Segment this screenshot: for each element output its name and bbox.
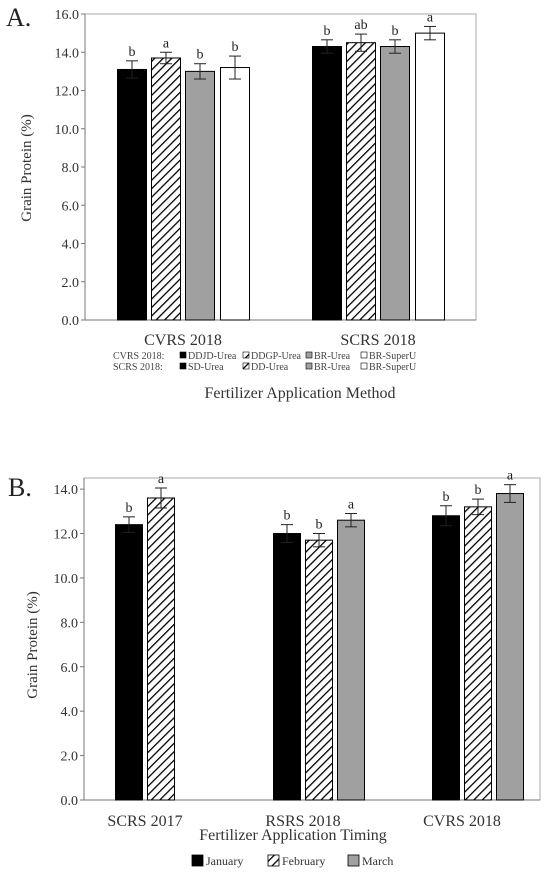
- legend-item: February: [282, 854, 325, 868]
- panel-a-xlabel: Fertilizer Application Method: [204, 385, 395, 402]
- panel-a-plot: 0.0 2.0 4.0 6.0 8.0 10.0 12.0 14.0 16.0 CVRS 2018…: [55, 8, 477, 373]
- x-category-label: SCRS 2017: [107, 813, 182, 830]
- significance-letter: b: [324, 24, 331, 39]
- bar: [185, 70, 215, 321]
- significance-letter: b: [316, 518, 323, 533]
- panel-b-xlabel: Fertilizer Application Timing: [199, 827, 387, 844]
- significance-letter: b: [475, 483, 482, 498]
- bar: [305, 539, 333, 801]
- bar: [151, 57, 181, 321]
- bar: [346, 42, 376, 321]
- significance-letter: a: [507, 469, 514, 484]
- bar: [115, 524, 143, 801]
- legend-swatch: [347, 854, 360, 867]
- x-category-label: RSRS 2018: [265, 813, 340, 830]
- x-category-label: SCRS 2018: [340, 332, 415, 349]
- legend-item: DD-Urea: [251, 362, 289, 373]
- bar: [337, 519, 365, 801]
- legend-item: BR-SuperU: [369, 362, 417, 373]
- significance-letter: b: [129, 45, 136, 60]
- y-tick-label: 4.0: [62, 238, 80, 253]
- y-tick-label: 10.0: [54, 572, 79, 587]
- y-tick-label: 0.0: [62, 314, 80, 329]
- bar: [496, 493, 524, 801]
- significance-letter: b: [443, 490, 450, 505]
- significance-letter: b: [126, 501, 133, 516]
- y-tick-label: 16.0: [55, 8, 80, 23]
- legend-swatch: [191, 854, 204, 867]
- panel-b-plot: 0.0 2.0 4.0 6.0 8.0 10.0 12.0 14.0 SCRS 2017 b a RS…: [54, 469, 541, 868]
- y-tick-label: 8.0: [62, 161, 80, 176]
- legend-item: DDJD-Urea: [188, 351, 237, 362]
- x-category-label: CVRS 2018: [144, 332, 222, 349]
- legend-swatch: [305, 362, 313, 370]
- legend-item: January: [206, 854, 243, 868]
- legend-swatch: [242, 362, 250, 370]
- significance-letter: a: [163, 36, 170, 51]
- panel-a-ylabel: Grain Protein (%): [19, 114, 35, 221]
- legend-row-label: SCRS 2018:: [113, 362, 163, 373]
- bar: [415, 32, 445, 321]
- bar: [312, 46, 342, 321]
- bar: [220, 67, 250, 321]
- significance-letter: b: [284, 509, 291, 524]
- y-tick-label: 8.0: [61, 616, 79, 631]
- y-tick-label: 14.0: [55, 46, 80, 61]
- panel-a-label: A.: [6, 3, 31, 32]
- legend-item: DDGP-Urea: [251, 351, 302, 362]
- legend-swatch: [267, 854, 280, 867]
- y-tick-label: 14.0: [54, 483, 79, 498]
- y-tick-label: 4.0: [61, 705, 79, 720]
- legend-swatch: [360, 362, 368, 370]
- significance-letter: a: [158, 472, 165, 487]
- bar: [117, 68, 147, 321]
- legend-swatch: [179, 351, 187, 359]
- y-tick-label: 6.0: [62, 199, 80, 214]
- x-category-label: CVRS 2018: [423, 813, 501, 830]
- panel-b-label: B.: [8, 473, 32, 502]
- bar: [432, 515, 460, 801]
- significance-letter: b: [197, 48, 204, 63]
- legend-item: BR-Urea: [314, 351, 351, 362]
- legend-swatch: [360, 351, 368, 359]
- significance-letter: b: [232, 40, 239, 55]
- legend-item: BR-SuperU: [369, 351, 417, 362]
- significance-letter: a: [348, 498, 355, 513]
- y-tick-label: 12.0: [55, 85, 80, 100]
- y-tick-label: 2.0: [62, 276, 80, 291]
- y-tick-label: 2.0: [61, 750, 79, 765]
- legend-swatch: [179, 362, 187, 370]
- bar: [464, 506, 492, 801]
- bar: [273, 533, 301, 801]
- panel-b-ylabel: Grain Protein (%): [25, 591, 41, 698]
- legend-swatch: [305, 351, 313, 359]
- legend-item: BR-Urea: [314, 362, 351, 373]
- significance-letter: ab: [354, 18, 367, 33]
- legend-item: SD-Urea: [188, 362, 224, 373]
- legend-item: March: [362, 854, 393, 868]
- y-tick-label: 12.0: [54, 528, 79, 543]
- significance-letter: b: [392, 24, 399, 39]
- significance-letter: a: [427, 10, 434, 25]
- legend-swatch: [242, 351, 250, 359]
- legend-row-label: CVRS 2018:: [113, 351, 164, 362]
- bar: [147, 497, 175, 801]
- bar: [380, 46, 410, 321]
- y-tick-label: 6.0: [61, 661, 79, 676]
- y-tick-label: 0.0: [61, 794, 79, 809]
- y-tick-label: 10.0: [55, 123, 80, 138]
